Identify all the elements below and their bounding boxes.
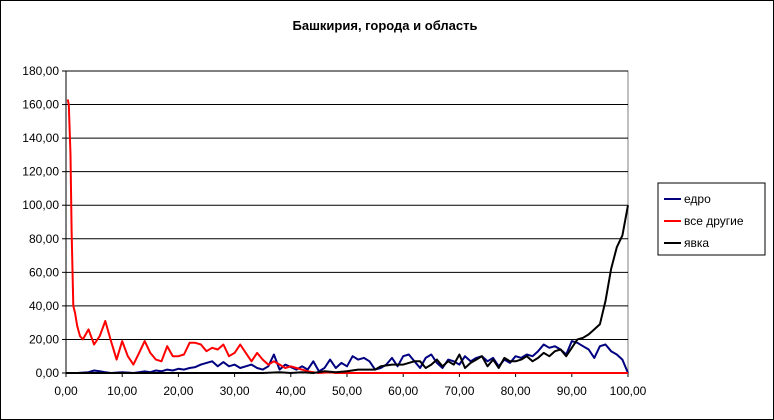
y-tick-label: 140,00 (22, 131, 59, 145)
y-tick-label: 0,00 (36, 366, 60, 380)
x-tick-label: 10,00 (107, 384, 137, 398)
y-tick-label: 80,00 (29, 232, 59, 246)
x-tick-label: 90,00 (557, 384, 587, 398)
y-axis: 0,00 20,00 40,00 60,00 80,00 100,00 120,00 140,… (22, 64, 67, 380)
plot-area (65, 70, 629, 374)
chart-title: Башкирия, города и область (293, 18, 478, 33)
x-tick-label: 40,00 (276, 384, 306, 398)
legend-label: едро (684, 192, 711, 206)
y-tick-label: 160,00 (22, 98, 59, 112)
series-line-3 (66, 205, 629, 374)
x-axis: 0,00 10,00 20,00 30,00 40,00 50,00 60,00 70,00 8… (54, 372, 647, 398)
legend-label: все другие (684, 214, 744, 228)
legend-label: явка (684, 236, 709, 250)
y-tick-label: 180,00 (22, 64, 59, 78)
series-layer (66, 99, 629, 374)
x-tick-label: 100,00 (610, 384, 647, 398)
y-tick-label: 40,00 (29, 299, 59, 313)
y-tick-label: 100,00 (22, 198, 59, 212)
y-tick-label: 20,00 (29, 332, 59, 346)
y-tick-label: 120,00 (22, 165, 59, 179)
x-tick-label: 80,00 (501, 384, 531, 398)
series-line-1 (66, 340, 629, 374)
x-tick-label: 0,00 (54, 384, 78, 398)
x-tick-label: 50,00 (332, 384, 362, 398)
x-tick-label: 60,00 (388, 384, 418, 398)
gridlines (66, 70, 628, 340)
legend: едро все другие явка (657, 182, 766, 256)
y-tick-label: 60,00 (29, 265, 59, 279)
x-tick-label: 30,00 (220, 384, 250, 398)
x-tick-label: 70,00 (444, 384, 474, 398)
x-tick-label: 20,00 (163, 384, 193, 398)
